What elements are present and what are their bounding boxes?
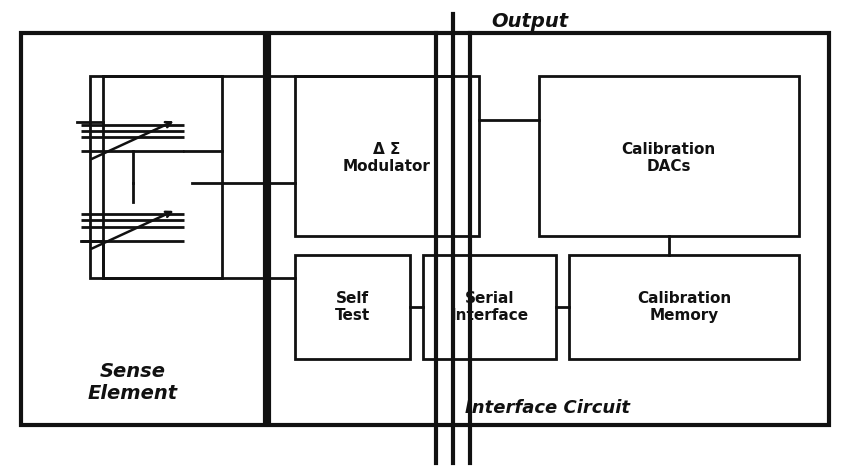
Bar (90, 76, 222, 278)
Bar (539, 76, 799, 236)
Bar (295, 76, 479, 236)
Text: Serial
Interface: Serial Interface (451, 291, 528, 323)
Bar (21, 33, 265, 425)
Text: Calibration
DACs: Calibration DACs (622, 142, 716, 174)
Text: Δ Σ
Modulator: Δ Σ Modulator (343, 142, 431, 174)
Text: Sense
Element: Sense Element (87, 362, 178, 403)
Text: Interface Circuit: Interface Circuit (465, 399, 629, 417)
Text: Self
Test: Self Test (335, 291, 370, 323)
Bar (423, 255, 556, 359)
Text: Calibration
Memory: Calibration Memory (637, 291, 731, 323)
Bar (569, 255, 799, 359)
Text: Output: Output (492, 12, 569, 31)
Bar (295, 255, 410, 359)
Bar (269, 33, 829, 425)
